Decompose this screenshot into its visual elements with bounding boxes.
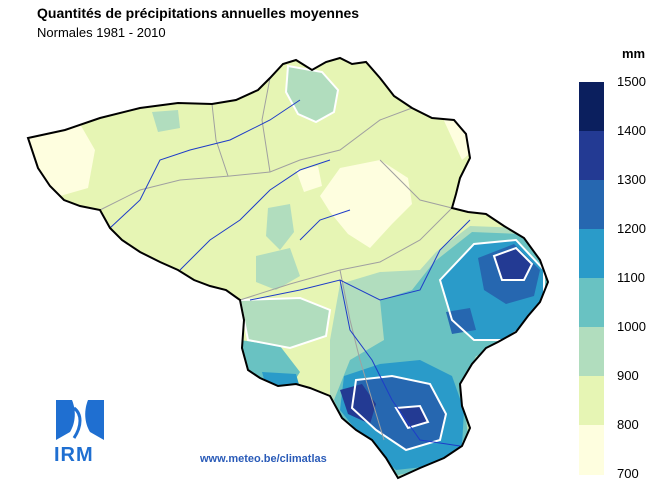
- zone-900-1000-brabant: [266, 204, 294, 250]
- zone-1300-1400-saint-hubert: [396, 406, 428, 428]
- legend-label-1100: 1100: [617, 270, 645, 285]
- zone-1300-1400-fagnes: [494, 248, 532, 280]
- legend-unit: mm: [622, 46, 646, 61]
- legend-swatch-1200-1300: [579, 180, 604, 229]
- isohyets: [238, 64, 545, 452]
- legend-label-900: 900: [617, 368, 639, 383]
- zone-700-800-coast: [28, 124, 95, 196]
- legend-label-800: 800: [617, 417, 639, 432]
- province-borders: [99, 77, 453, 441]
- legend-label-700: 700: [617, 466, 639, 481]
- irm-logo-icon: [56, 400, 104, 440]
- legend-swatch-1000-1100: [579, 278, 604, 327]
- legend-label-1400: 1400: [617, 123, 646, 138]
- zone-700-800-small: [296, 166, 322, 192]
- climatlas-link[interactable]: www.meteo.be/climatlas: [200, 453, 327, 465]
- rivers: [109, 99, 471, 447]
- legend-swatch-700-800: [579, 425, 604, 475]
- zone-900-1000-kempen: [286, 66, 338, 122]
- zone-700-800-central: [320, 160, 412, 248]
- legend-label-1200: 1200: [617, 221, 646, 236]
- zone-900-1000-hainaut: [256, 248, 300, 290]
- zone-1200-1300-small: [446, 308, 476, 334]
- legend-label-1000: 1000: [617, 319, 646, 334]
- legend-swatch-1100-1200: [579, 229, 604, 278]
- legend-swatch-900-1000: [579, 327, 604, 376]
- map-title: Quantités de précipitations annuelles mo…: [37, 5, 360, 21]
- zone-900-1000-north: [152, 110, 180, 132]
- legend-swatch-1400-1500: [579, 82, 604, 131]
- legend-label-1300: 1300: [617, 172, 646, 187]
- zone-1300-1400-croix-scaille: [340, 384, 376, 424]
- legend-swatch-800-900: [579, 376, 604, 425]
- map-subtitle: Normales 1981 - 2010: [37, 25, 166, 40]
- legend-colorbar: [579, 82, 604, 475]
- legend-swatch-1300-1400: [579, 131, 604, 180]
- zone-900-1000-south: [240, 298, 330, 348]
- irm-logo-text: IRM: [54, 444, 94, 466]
- legend-label-1500: 1500: [617, 74, 646, 89]
